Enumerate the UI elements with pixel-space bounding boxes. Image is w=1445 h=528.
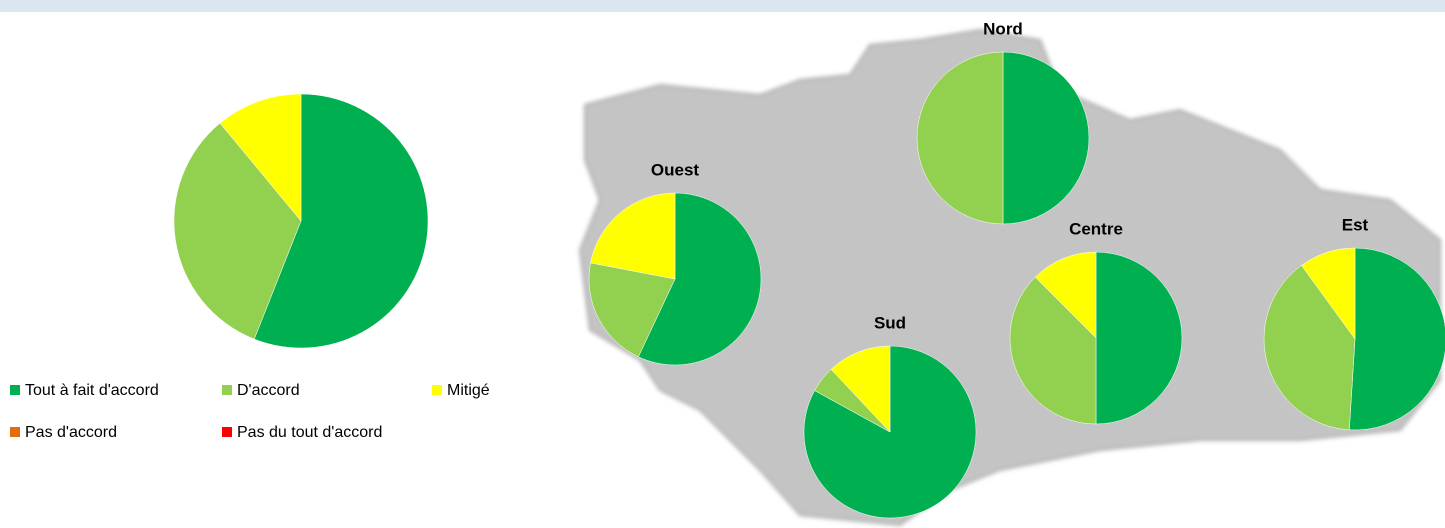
pie-slice	[1263, 265, 1356, 431]
pie-title: Ouest	[651, 160, 700, 179]
pie-slice	[1034, 251, 1097, 339]
legend-swatch	[432, 385, 442, 395]
pie-slice	[1301, 247, 1356, 340]
pie-title: Nord	[983, 19, 1023, 38]
pie-slice	[638, 192, 762, 366]
top-bar	[0, 0, 1445, 12]
legend-label: Pas d'accord	[25, 424, 117, 441]
legend-label: Tout à fait d'accord	[25, 382, 159, 399]
pie-slice	[1095, 251, 1183, 425]
pie-slice	[1349, 247, 1445, 431]
pie-slice	[916, 51, 1004, 225]
pie-slice	[588, 262, 676, 358]
legend-swatch	[10, 385, 20, 395]
legend-swatch	[10, 427, 20, 437]
pie-title: Sud	[874, 313, 906, 332]
pie-title: Est	[1342, 215, 1369, 234]
legend-swatch	[222, 427, 232, 437]
legend-swatch	[222, 385, 232, 395]
pie-title: Centre	[1069, 219, 1123, 238]
legend-label: Pas du tout d'accord	[237, 424, 382, 441]
pie-slice	[590, 192, 676, 280]
pie-slice	[1002, 51, 1090, 225]
legend-label: D'accord	[237, 382, 300, 399]
pie-slice	[830, 345, 891, 433]
pie-slice	[253, 93, 429, 349]
pie-slice	[173, 122, 302, 340]
legend-label: Mitigé	[447, 382, 490, 399]
pie-slice	[219, 93, 302, 222]
map	[578, 28, 1441, 527]
pie-slice	[1009, 276, 1097, 425]
